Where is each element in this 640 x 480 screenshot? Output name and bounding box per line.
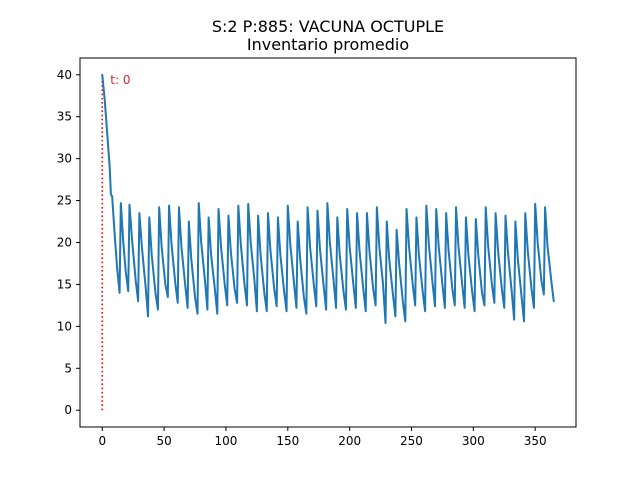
y-tick-label: 40 [57, 68, 72, 82]
y-tick-label: 20 [57, 236, 72, 250]
plot-layer: t: 0 [101, 73, 555, 411]
y-tick-label: 5 [64, 361, 72, 375]
x-tick-label: 0 [98, 434, 106, 448]
annotation-label: t: 0 [110, 73, 130, 87]
y-tick-label: 0 [64, 403, 72, 417]
x-tick-label: 300 [462, 434, 485, 448]
chart-subtitle: Inventario promedio [247, 35, 409, 54]
y-tick-label: 15 [57, 277, 72, 291]
y-tick-label: 30 [57, 152, 72, 166]
chart-title: S:2 P:885: VACUNA OCTUPLE [212, 17, 444, 36]
axis-layer: 0 50 100 150 200 250 300 350 0 5 10 15 20 25 30 35 40 [57, 68, 547, 448]
series-line-0 [101, 73, 555, 325]
x-tick-label: 150 [276, 434, 299, 448]
plot-frame [79, 57, 577, 428]
y-tick-label: 10 [57, 319, 72, 333]
y-tick-label: 25 [57, 194, 72, 208]
x-tick-label: 50 [156, 434, 171, 448]
x-tick-label: 200 [338, 434, 361, 448]
x-tick-label: 350 [524, 434, 547, 448]
x-tick-label: 100 [215, 434, 238, 448]
y-tick-label: 35 [57, 110, 72, 124]
x-tick-label: 250 [400, 434, 423, 448]
plot-area [80, 58, 576, 427]
